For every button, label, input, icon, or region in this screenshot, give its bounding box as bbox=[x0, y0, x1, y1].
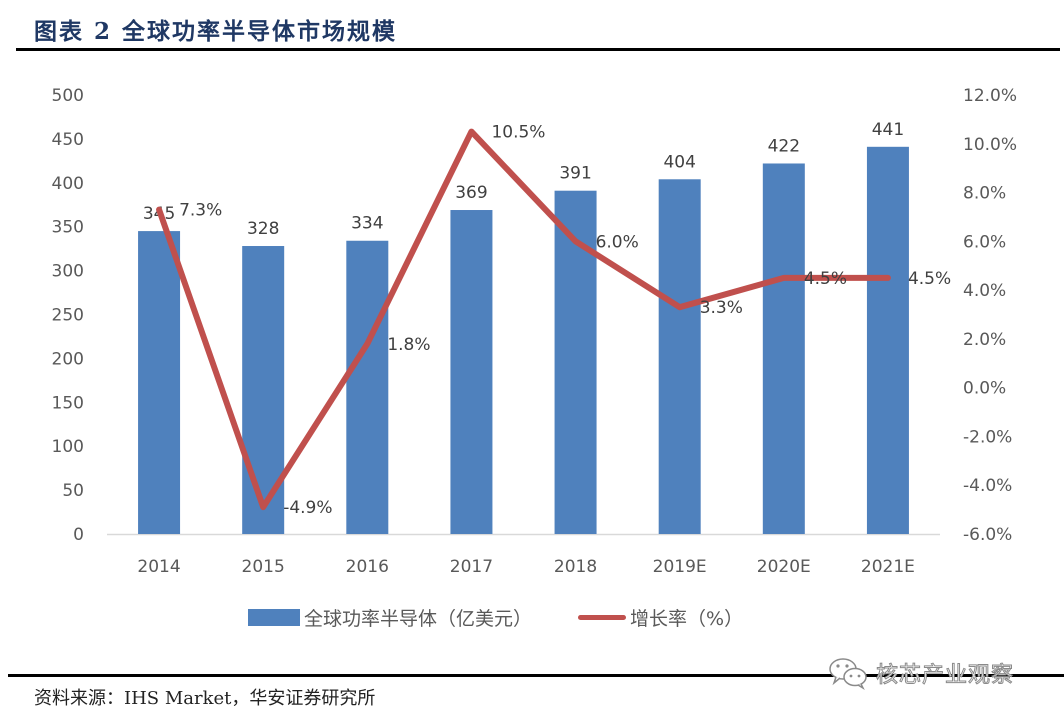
watermark: 核芯产业观察 bbox=[828, 656, 1014, 690]
x-axis-tick-label: 2018 bbox=[554, 557, 597, 577]
right-axis-tick-label: 12.0% bbox=[963, 86, 1017, 106]
line-data-label: 6.0% bbox=[596, 232, 639, 252]
bar-data-label: 391 bbox=[559, 164, 591, 184]
x-axis-tick-label: 2017 bbox=[450, 557, 493, 577]
footer-divider bbox=[8, 674, 1064, 677]
right-axis-tick-label: -2.0% bbox=[963, 427, 1012, 447]
legend-item-line: 增长率（%） bbox=[578, 604, 743, 631]
left-axis-tick-label: 400 bbox=[52, 174, 84, 194]
chart: 0 50 100 150 200 250 300 350 400 450 500 -6.0% -4.0… bbox=[52, 86, 1017, 577]
bar bbox=[450, 210, 493, 534]
right-axis-tick-label: -6.0% bbox=[963, 525, 1012, 545]
left-axis-tick-label: 50 bbox=[62, 481, 84, 501]
bar-series bbox=[138, 146, 909, 535]
left-axis-tick-label: 450 bbox=[52, 130, 84, 150]
line-data-label: 7.3% bbox=[179, 201, 222, 221]
figure-title: 图表 2 全球功率半导体市场规模 bbox=[34, 18, 398, 45]
legend: 全球功率半导体（亿美元） 增长率（%） bbox=[248, 604, 789, 631]
line-data-label: 3.3% bbox=[700, 298, 743, 318]
x-axis-tick-label: 2015 bbox=[242, 557, 285, 577]
x-axis-tick-label: 2021E bbox=[861, 557, 915, 577]
source-note: 资料来源：IHS Market，华安证券研究所 bbox=[34, 688, 376, 709]
right-axis-tick-label: 6.0% bbox=[963, 232, 1006, 252]
left-axis-tick-label: 250 bbox=[52, 306, 84, 326]
left-axis-tick-label: 200 bbox=[52, 349, 84, 369]
legend-label-line: 增长率（%） bbox=[630, 608, 744, 630]
legend-swatch-bar bbox=[248, 609, 300, 626]
x-axis-labels: 2014 2015 2016 2017 2018 2019E 2020E 2021E bbox=[137, 557, 915, 577]
right-axis-tick-label: -4.0% bbox=[963, 476, 1012, 496]
left-axis-tick-label: 100 bbox=[52, 437, 84, 457]
bar-data-label: 334 bbox=[351, 214, 383, 234]
legend-label-bar: 全球功率半导体（亿美元） bbox=[304, 608, 533, 630]
right-axis-tick-label: 8.0% bbox=[963, 184, 1006, 204]
right-axis-tick-label: 0.0% bbox=[963, 379, 1006, 399]
line-data-label: -4.9% bbox=[283, 498, 332, 518]
bar bbox=[138, 231, 181, 534]
right-axis-ticks: -6.0% -4.0% -2.0% 0.0% 2.0% 4.0% 6.0% 8.0% 10.0%… bbox=[963, 86, 1017, 545]
legend-item-bar: 全球功率半导体（亿美元） bbox=[248, 604, 532, 631]
x-axis-tick-label: 2014 bbox=[137, 557, 180, 577]
left-axis-tick-label: 300 bbox=[52, 262, 84, 282]
right-axis-tick-label: 2.0% bbox=[963, 330, 1006, 350]
x-axis-tick-label: 2020E bbox=[757, 557, 811, 577]
left-axis-ticks: 0 50 100 150 200 250 300 350 400 450 500 bbox=[52, 86, 84, 545]
line-data-labels: 7.3% -4.9% 1.8% 10.5% 6.0% 3.3% 4.5% 4.5% bbox=[179, 123, 951, 519]
bar bbox=[346, 240, 389, 535]
bar bbox=[658, 179, 701, 534]
left-axis-tick-label: 0 bbox=[73, 525, 84, 545]
bar bbox=[866, 146, 909, 534]
bar-data-label: 328 bbox=[247, 219, 279, 239]
left-axis-tick-label: 350 bbox=[52, 218, 84, 238]
bar bbox=[762, 163, 805, 534]
right-axis-tick-label: 10.0% bbox=[963, 135, 1017, 155]
legend-swatch-line bbox=[578, 615, 627, 620]
x-axis-tick-label: 2016 bbox=[346, 557, 389, 577]
watermark-text: 核芯产业观察 bbox=[875, 663, 1015, 689]
title-divider bbox=[16, 48, 1060, 51]
bar-data-label: 422 bbox=[768, 136, 800, 156]
bar-data-label: 369 bbox=[455, 183, 487, 203]
line-data-label: 1.8% bbox=[387, 335, 430, 355]
bar bbox=[242, 246, 285, 535]
wechat-icon bbox=[829, 658, 867, 690]
line-data-label: 10.5% bbox=[491, 123, 545, 143]
left-axis-tick-label: 500 bbox=[52, 86, 84, 106]
left-axis-tick-label: 150 bbox=[52, 393, 84, 413]
growth-line bbox=[156, 128, 891, 511]
x-axis-tick-label: 2019E bbox=[653, 557, 707, 577]
bar-data-label: 441 bbox=[872, 120, 904, 140]
right-axis-tick-label: 4.0% bbox=[963, 281, 1006, 301]
line-data-label: 4.5% bbox=[908, 269, 951, 289]
bar-data-label: 404 bbox=[663, 152, 695, 172]
line-data-label: 4.5% bbox=[804, 269, 847, 289]
